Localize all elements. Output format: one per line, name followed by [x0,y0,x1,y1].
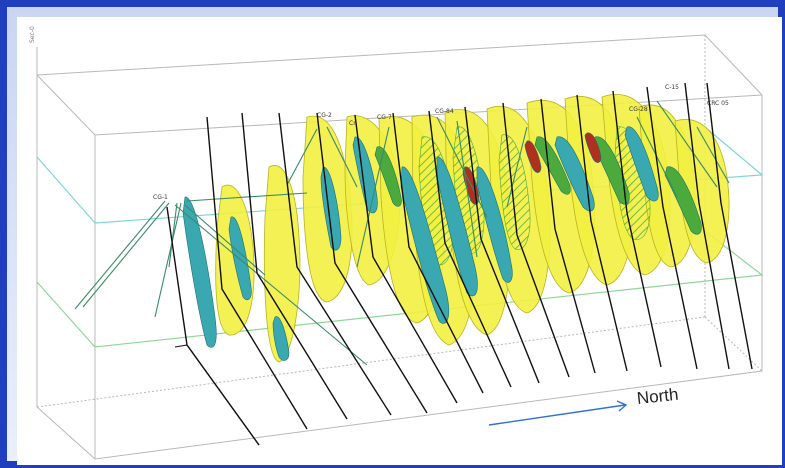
figure-canvas: CRC 05 C-15 CG-84 CG-28 CG-2 CG-7 CG-1 C… [17,17,782,465]
mineral-lenses [182,126,702,361]
hole-labels: CRC 05 C-15 CG-84 CG-28 CG-2 CG-7 CG-1 C… [153,84,729,201]
hole-label-crc05: CRC 05 [707,100,729,107]
hole-label-cr: Cr [349,120,356,127]
hole-label-c15: C-15 [665,84,679,91]
block-model-3d: CRC 05 C-15 CG-84 CG-28 CG-2 CG-7 CG-1 C… [36,34,764,460]
north-arrow [488,400,628,426]
hole-label-cg1: CG-1 [153,194,168,201]
axis-tick-label: Sec-0 [29,26,36,43]
hole-label-cg7: CG-7 [377,114,392,121]
section-base-lines [174,344,260,446]
drill-holes [74,100,730,366]
section-planes [166,82,753,446]
hole-label-cg2: CG-2 [317,112,332,119]
hole-label-cg84: CG-84 [435,108,454,115]
hole-label-cg28: CG-28 [629,106,648,113]
